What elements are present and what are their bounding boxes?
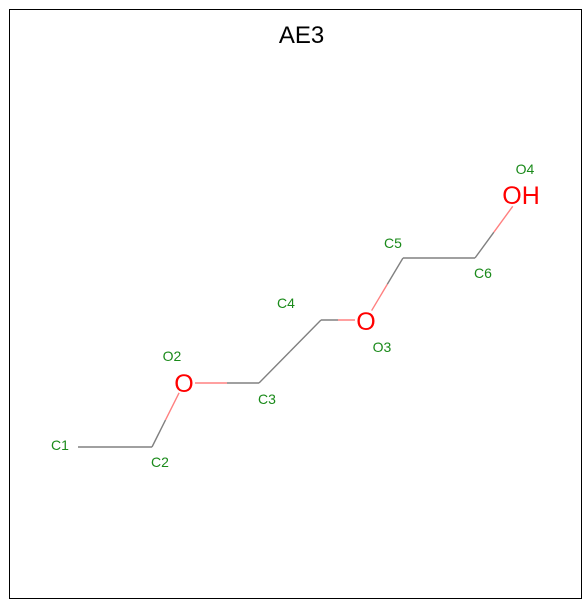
atom-label-c2: C2 [151, 454, 169, 470]
atom-label-c6: C6 [474, 265, 492, 281]
bond-C3-C4 [258, 351, 291, 384]
atom-label-c1: C1 [51, 437, 69, 453]
bond-C3-C4 [289, 319, 322, 352]
bond-C6-O4 [493, 205, 514, 233]
bond-O3-C5 [371, 283, 388, 311]
atom-label-o4: O4 [516, 161, 535, 177]
atom-label-c3: C3 [258, 391, 276, 407]
atom-label-c5: C5 [384, 235, 402, 251]
atom-symbol-o3: O [356, 308, 375, 336]
atom-symbol-o4: OH [502, 182, 540, 210]
bond-C2-O2 [151, 419, 167, 448]
bond-O3-C5 [386, 257, 404, 285]
diagram-title: AE3 [278, 22, 325, 49]
atom-label-c4: C4 [277, 295, 295, 311]
molecule-diagram: O O OH C1 C2 O2 C3 C4 O3 C5 C6 O4 [51, 161, 540, 470]
bond-C2-O2 [164, 392, 180, 421]
bonds-layer [78, 205, 514, 448]
atom-symbol-o2: O [174, 370, 193, 398]
atom-label-o3: O3 [373, 339, 392, 355]
diagram-frame [9, 9, 582, 599]
bond-C6-O4 [474, 231, 495, 259]
atom-label-o2: O2 [163, 348, 182, 364]
atom-labels-layer: C1 C2 O2 C3 C4 O3 C5 C6 O4 [51, 161, 534, 470]
heteroatom-symbols-layer: O O OH [174, 182, 539, 398]
